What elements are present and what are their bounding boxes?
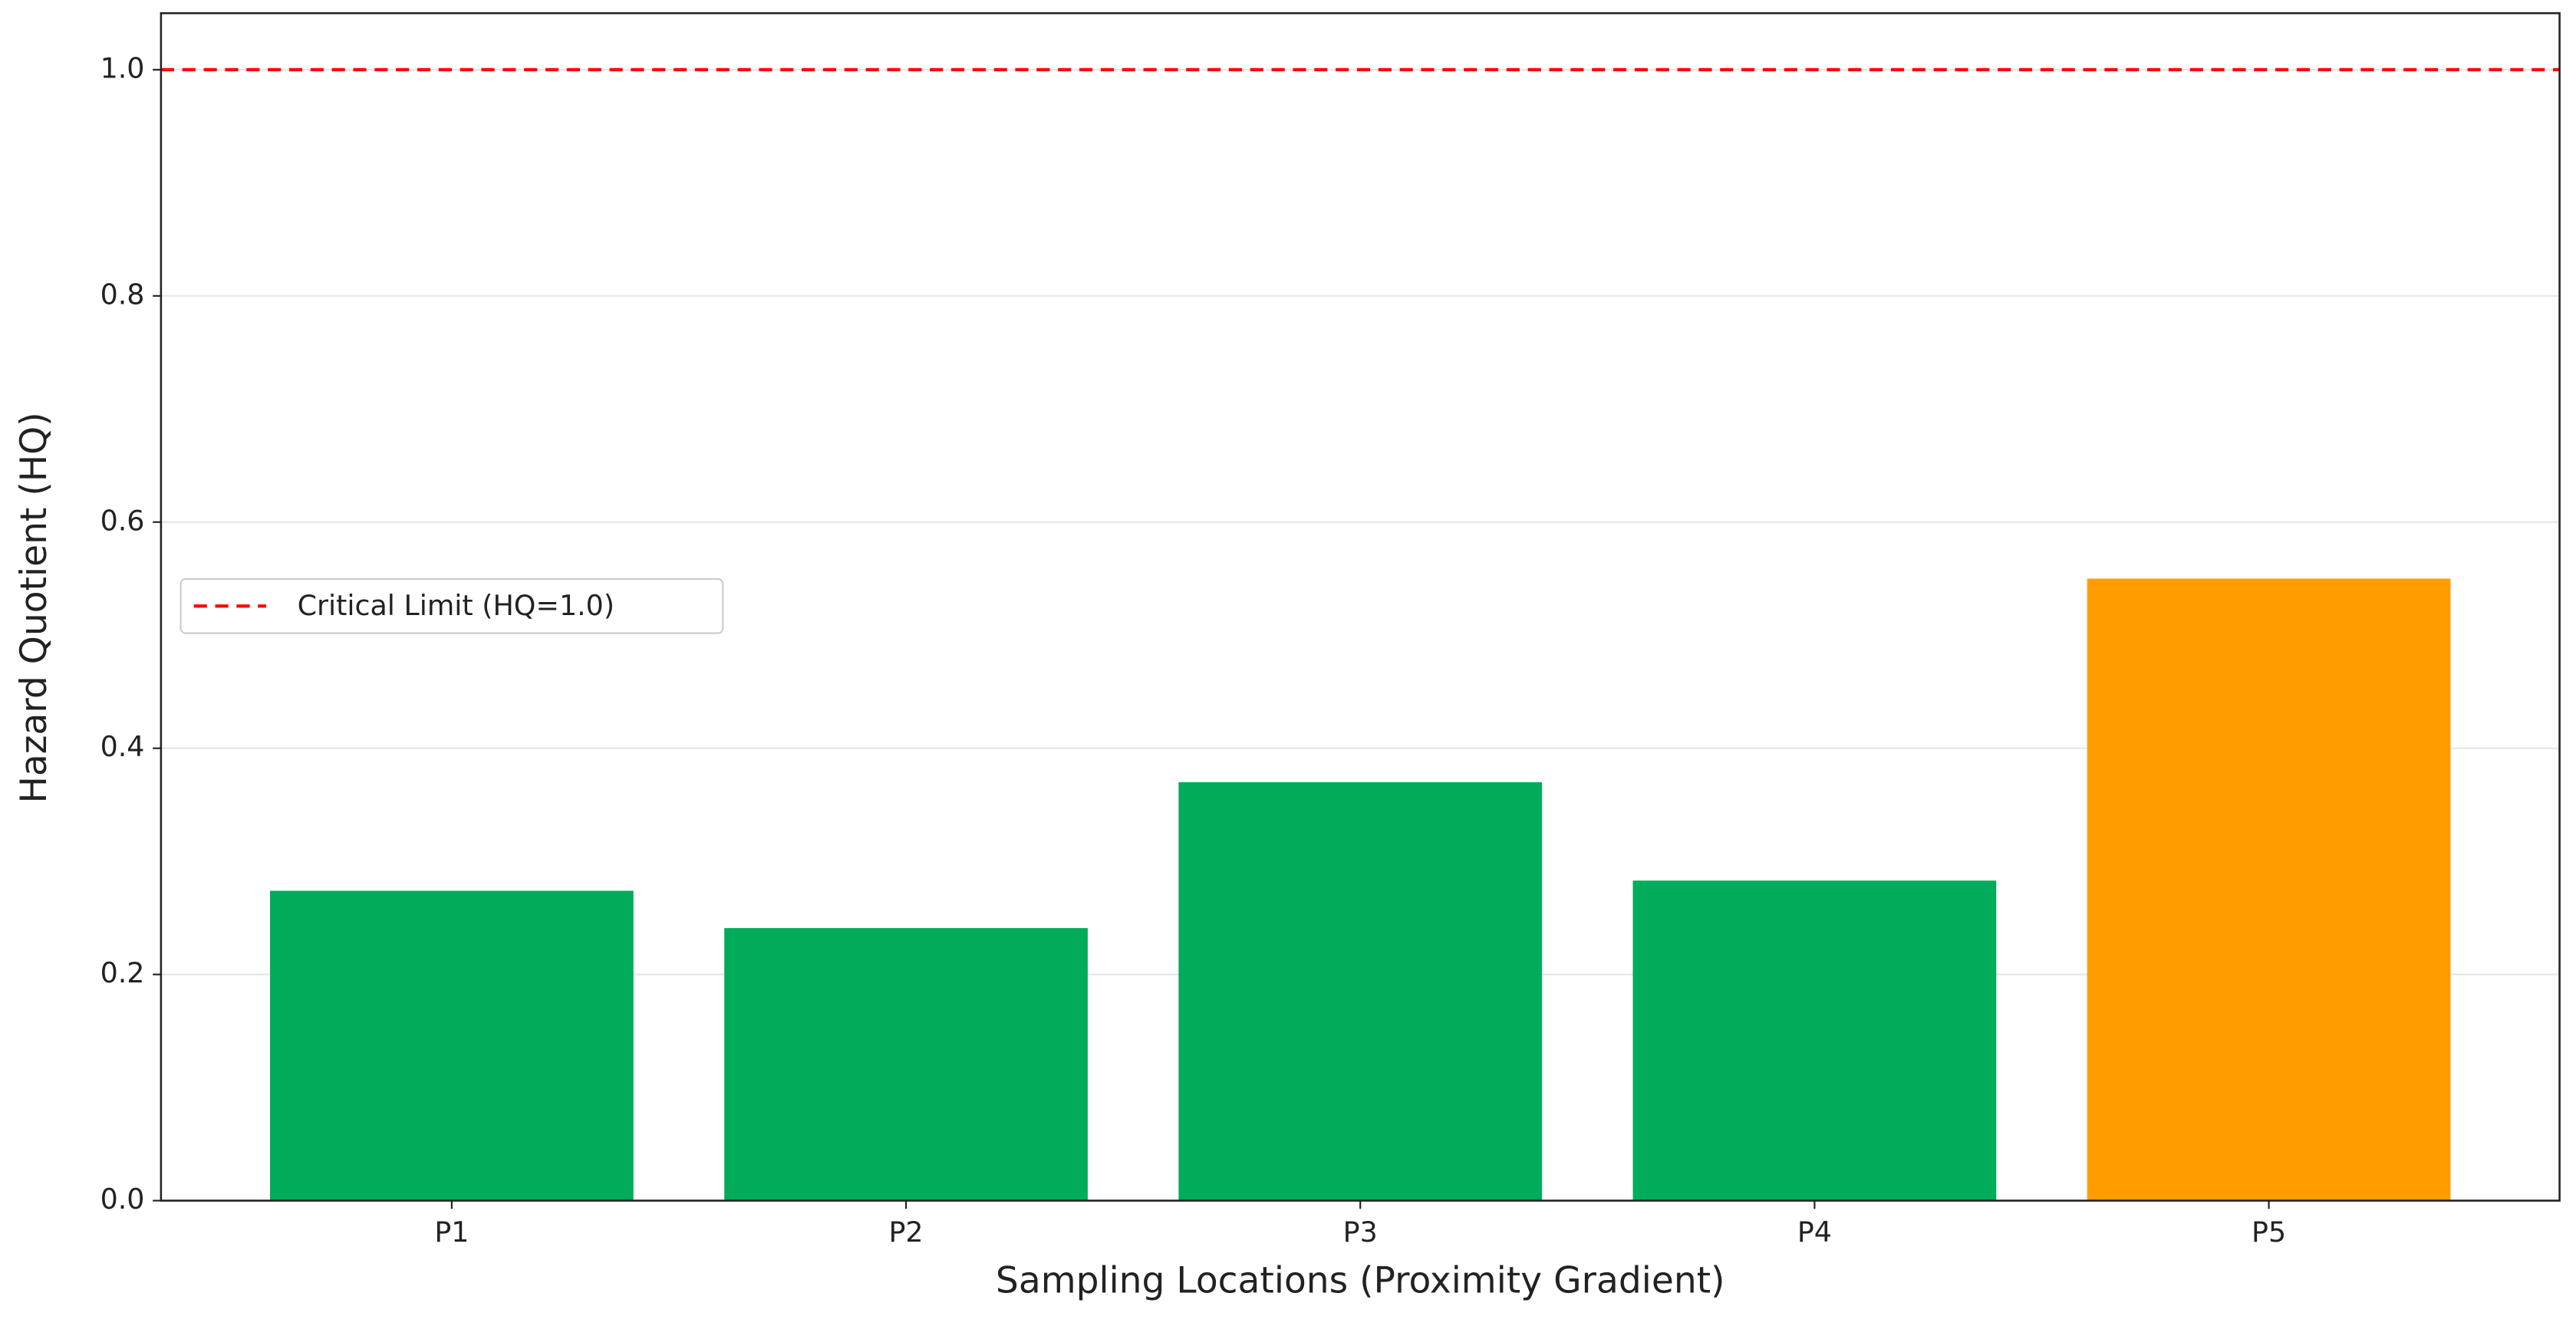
bar (1632, 880, 1997, 1201)
x-tick-label: P4 (1797, 1216, 1832, 1249)
bar (724, 928, 1088, 1201)
y-tick-label: 0.6 (100, 504, 145, 537)
bar (2087, 578, 2451, 1201)
bar (269, 890, 634, 1201)
y-tick-label: 0.8 (100, 278, 145, 311)
y-tick-label: 1.0 (100, 51, 145, 84)
legend-box (180, 577, 724, 634)
x-tick-label: P3 (1343, 1216, 1378, 1249)
y-axis-label: Hazard Quotient (HQ) (13, 412, 55, 803)
x-tick-label: P1 (434, 1216, 469, 1249)
y-tick-label: 0.2 (100, 956, 145, 989)
x-tick-label: P5 (2252, 1216, 2286, 1249)
x-axis-label: Sampling Locations (Proximity Gradient) (996, 1260, 1725, 1302)
x-tick-label: P2 (888, 1216, 923, 1249)
axes-frame (160, 12, 2561, 1202)
y-tick-label: 0.0 (100, 1183, 145, 1216)
legend-label: Critical Limit (HQ=1.0) (298, 589, 614, 622)
y-tick-label: 0.4 (100, 730, 145, 763)
bar (1178, 781, 1543, 1201)
